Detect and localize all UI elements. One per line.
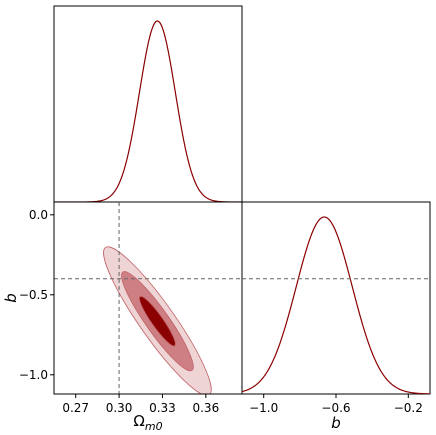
contour-1sigma [139, 296, 176, 347]
omega-subscript: m0 [145, 420, 163, 433]
omega-marginal-frame [53, 5, 243, 203]
omega-x-tick-label-2: 0.33 [149, 401, 176, 415]
joint-panel: 0.27 0.30 0.33 0.36 0.0 −0.5 −1.0 Ωm0 b [2, 201, 243, 433]
b-x-tick-label-2: −0.2 [394, 401, 423, 415]
b-y-tick-label-0: 0.0 [29, 208, 48, 222]
omega-x-tick-label-1: 0.30 [106, 401, 133, 415]
b-y-tick-label-2: −1.0 [19, 368, 48, 382]
b-marginal-panel: −1.0 −0.6 −0.2 b [241, 201, 431, 432]
omega-marginal-panel [53, 5, 243, 203]
b-axis-title-left: b [2, 293, 20, 303]
omega-x-tick-label-0: 0.27 [62, 401, 89, 415]
b-x-tick-label-0: −1.0 [249, 401, 278, 415]
omega-marginal-curve [54, 20, 242, 202]
b-y-tick-label-1: −0.5 [19, 288, 48, 302]
omega-symbol: Ω [133, 412, 144, 430]
omega-axis-title: Ωm0 [133, 412, 162, 433]
b-x-tick-label-1: −0.6 [321, 401, 350, 415]
omega-x-tick-label-3: 0.36 [192, 401, 219, 415]
b-axis-title-bottom: b [331, 414, 341, 432]
b-marginal-curve [242, 216, 430, 394]
